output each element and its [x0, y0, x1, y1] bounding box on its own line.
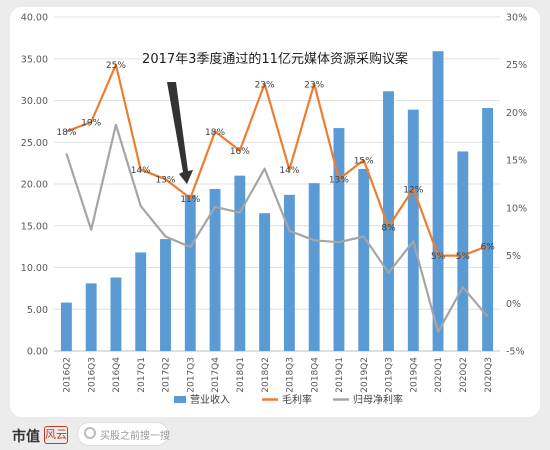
right-tick-label: 0% — [506, 299, 521, 310]
bar-revenue — [209, 189, 221, 351]
chart-card: 0.00 5.00 10.00 15.00 20.00 25.00 30.00 35.00 40… — [10, 7, 540, 417]
bar-revenue — [85, 283, 97, 351]
x-tick-label: 2018Q2 — [261, 357, 271, 393]
x-tick-label: 2017Q3 — [186, 357, 196, 393]
x-tick-label: 2017Q4 — [211, 357, 221, 393]
bar-revenue — [432, 51, 444, 352]
right-tick-label: 15% — [506, 156, 527, 167]
bar-revenue — [110, 277, 122, 351]
bar-revenue — [160, 239, 171, 351]
brand-name: 市值 — [12, 429, 40, 445]
bar-revenue — [308, 183, 320, 351]
line-net-margin — [65, 123, 489, 333]
left-tick-label: 5.00 — [27, 305, 48, 316]
x-tick-label: 2020Q1 — [434, 357, 444, 393]
data-label-gross-margin: 23% — [304, 80, 324, 90]
bar-revenue — [184, 194, 196, 351]
search-placeholder: 买股之前搜一搜 — [100, 431, 170, 442]
data-label-gross-margin: 11% — [180, 195, 200, 205]
data-label-gross-margin: 18% — [56, 128, 76, 138]
data-label-gross-margin: 16% — [230, 147, 250, 157]
bar-revenue — [135, 252, 147, 351]
x-tick-label: 2020Q2 — [459, 357, 469, 393]
left-tick-label: 40.00 — [21, 13, 48, 24]
legend-label: 毛利率 — [282, 393, 312, 406]
chart-title: 2017年3季度通过的11亿元媒体资源采购议案 — [142, 51, 408, 67]
left-tick-label: 15.00 — [21, 221, 48, 232]
x-tick-label: 2016Q4 — [112, 357, 122, 393]
bar-revenue — [457, 151, 469, 351]
data-label-gross-margin: 18% — [205, 128, 225, 138]
x-tick-label: 2019Q1 — [335, 357, 345, 393]
data-label-gross-margin: 19% — [81, 118, 101, 128]
right-tick-label: 5% — [506, 251, 521, 262]
left-tick-label: 20.00 — [21, 180, 48, 191]
data-label-gross-margin: 5% — [431, 252, 446, 262]
line-gross-margin — [66, 63, 488, 257]
left-tick-label: 30.00 — [21, 96, 48, 107]
left-tick-label: 10.00 — [21, 263, 48, 274]
legend-label: 营业收入 — [190, 393, 230, 406]
right-tick-label: 25% — [506, 60, 527, 71]
left-tick-label: 0.00 — [27, 347, 48, 358]
data-label-gross-margin: 5% — [456, 252, 471, 262]
x-tick-label: 2020Q3 — [484, 357, 494, 393]
data-label-gross-margin: 23% — [255, 80, 275, 90]
annotation-arrow — [167, 82, 193, 184]
bar-revenue — [407, 109, 419, 351]
data-label-gross-margin: 15% — [354, 157, 374, 167]
right-tick-label: 10% — [506, 203, 527, 214]
x-tick-label: 2018Q4 — [310, 357, 320, 393]
x-tick-label: 2019Q2 — [360, 357, 370, 393]
data-label-gross-margin: 14% — [279, 166, 299, 176]
data-label-gross-margin: 25% — [106, 61, 126, 71]
data-label-gross-margin: 13% — [329, 176, 349, 186]
legend-swatch — [174, 396, 186, 403]
data-label-gross-margin: 6% — [480, 243, 495, 253]
left-tick-label: 25.00 — [21, 138, 48, 149]
x-tick-label: 2016Q2 — [63, 357, 73, 393]
bar-revenue — [333, 128, 345, 351]
x-tick-label: 2017Q1 — [137, 357, 147, 393]
data-label-gross-margin: 12% — [403, 185, 423, 195]
data-label-gross-margin: 13% — [155, 176, 175, 186]
data-label-gross-margin: 8% — [381, 223, 396, 233]
x-tick-label: 2018Q1 — [236, 357, 246, 393]
bar-revenue — [482, 108, 494, 351]
right-tick-label: -5% — [506, 347, 525, 358]
x-tick-label: 2018Q3 — [286, 357, 296, 393]
x-tick-label: 2019Q3 — [385, 357, 395, 393]
x-tick-label: 2017Q2 — [162, 357, 172, 393]
bar-revenue — [358, 168, 370, 351]
brand-logo-icon: 风云 — [44, 426, 68, 444]
left-tick-label: 35.00 — [21, 54, 48, 65]
bar-revenue — [283, 194, 295, 351]
right-tick-label: 20% — [506, 108, 527, 119]
x-tick-label: 2016Q3 — [87, 357, 97, 393]
search-box[interactable]: 买股之前搜一搜 — [78, 423, 170, 445]
search-icon — [84, 427, 96, 439]
data-label-gross-margin: 14% — [131, 166, 151, 176]
right-tick-label: 30% — [506, 13, 527, 24]
combo-chart: 0.00 5.00 10.00 15.00 20.00 25.00 30.00 35.00 40… — [21, 13, 527, 407]
bar-revenue — [234, 175, 246, 351]
bar-revenue — [383, 91, 394, 351]
x-tick-label: 2019Q4 — [409, 357, 419, 393]
footer-bar: 市值 风云 买股之前搜一搜 — [0, 420, 550, 450]
legend-label: 归母净利率 — [353, 393, 403, 406]
bar-revenue — [259, 213, 271, 351]
bar-revenue — [60, 302, 72, 351]
